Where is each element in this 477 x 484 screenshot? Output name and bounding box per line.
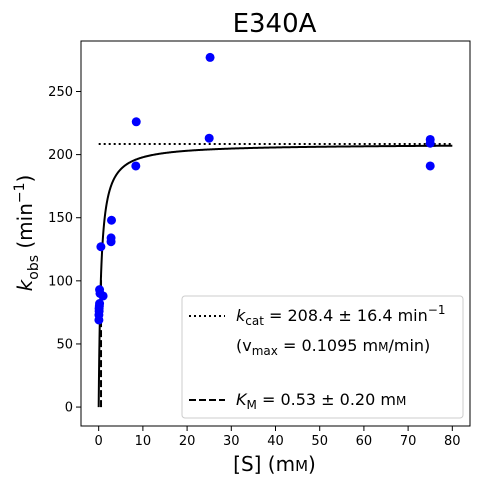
data-point <box>204 133 214 143</box>
x-axis: 0 10 20 30 40 50 60 70 80 <box>95 426 461 449</box>
data-point <box>106 233 116 243</box>
data-point <box>98 291 108 301</box>
y-axis-label: kobs (min−1) <box>12 175 42 292</box>
plot-area <box>94 52 453 408</box>
x-tick-label: 0 <box>95 434 103 449</box>
data-point <box>95 299 105 309</box>
data-point <box>425 161 435 171</box>
y-tick-label: 100 <box>48 274 73 289</box>
y-tick-label: 0 <box>65 401 73 416</box>
data-point <box>205 52 215 62</box>
x-axis-label: [S] (mM) <box>233 452 316 476</box>
data-point <box>131 161 141 171</box>
y-axis: 0 50 100 150 200 250 <box>48 85 81 416</box>
x-tick-label: 50 <box>311 434 328 449</box>
y-tick-label: 50 <box>56 337 73 352</box>
data-point <box>425 134 435 144</box>
x-tick-label: 10 <box>135 434 152 449</box>
legend-km-label: KM = 0.53 ± 0.20 mM <box>236 390 406 412</box>
y-tick-label: 250 <box>48 85 73 100</box>
michaelis-menten-fit-curve <box>97 144 453 408</box>
data-point <box>107 215 117 225</box>
x-tick-label: 40 <box>267 434 284 449</box>
x-tick-label: 60 <box>356 434 373 449</box>
legend: kcat = 208.4 ± 16.4 min−1 (vmax = 0.1095… <box>181 295 464 419</box>
y-tick-label: 200 <box>48 148 73 163</box>
legend-box <box>181 295 464 419</box>
data-point <box>96 242 106 252</box>
data-point <box>131 117 141 127</box>
chart-title: E340A <box>233 9 317 39</box>
y-tick-label: 150 <box>48 211 73 226</box>
x-tick-label: 30 <box>223 434 240 449</box>
x-tick-label: 70 <box>400 434 417 449</box>
x-tick-label: 80 <box>444 434 461 449</box>
legend-vmax-label: (vmax = 0.1095 mM/min) <box>236 336 430 358</box>
legend-kcat-label: kcat = 208.4 ± 16.4 min−1 <box>236 303 445 328</box>
x-tick-label: 20 <box>179 434 196 449</box>
